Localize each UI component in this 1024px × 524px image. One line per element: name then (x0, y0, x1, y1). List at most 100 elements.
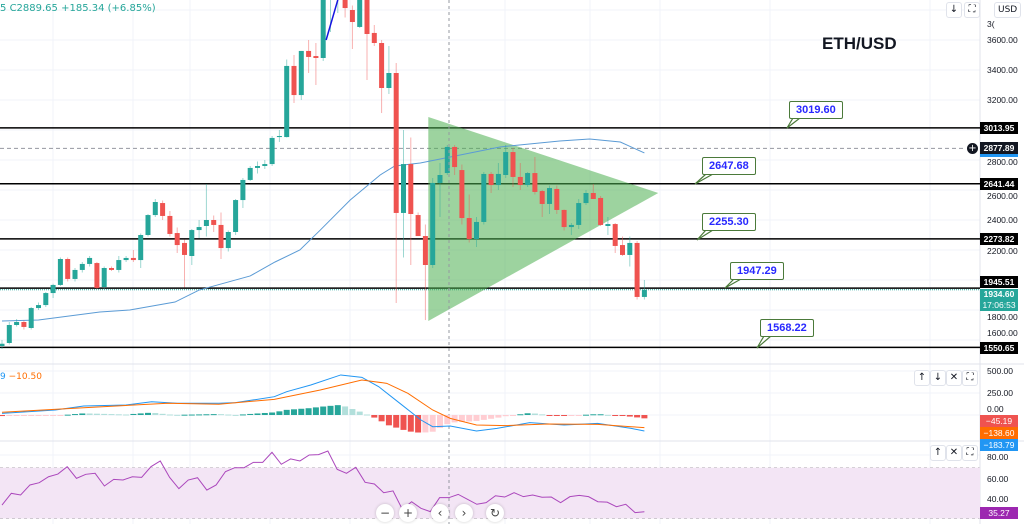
macd-histogram-bar (634, 415, 641, 418)
price-callout[interactable]: 2647.68 (702, 157, 756, 175)
zoom-in-button[interactable]: + (399, 504, 417, 522)
macd-histogram-bar (305, 408, 312, 415)
macd-tick: 500.00 (987, 366, 1013, 376)
macd-histogram-bar (524, 413, 531, 415)
fullscreen-button[interactable]: ⛶ (964, 2, 980, 18)
macd-histogram-bar (181, 414, 188, 416)
candle-body (50, 284, 56, 294)
macd-maximize-button[interactable]: ⛶ (962, 370, 978, 386)
candle-body (87, 257, 93, 264)
macd-histogram-bar (626, 415, 633, 417)
candle-body (65, 259, 71, 279)
macd-histogram-bar (342, 406, 349, 415)
candle-body (430, 182, 436, 265)
reset-chart-button[interactable]: ↻ (486, 504, 504, 522)
macd-histogram-bar (291, 409, 297, 415)
macd-histogram-bar (254, 413, 261, 415)
rsi-close-button[interactable]: ✕ (946, 445, 962, 461)
price-tick: 2200.00 (987, 246, 1018, 256)
macd-histogram-bar (495, 415, 502, 418)
candle-body (510, 152, 516, 177)
scroll-right-button[interactable]: › (455, 504, 473, 522)
candle-body (641, 289, 647, 297)
candle-body (364, 0, 370, 34)
callout-pointer (756, 335, 773, 349)
trend-line[interactable] (325, 0, 339, 41)
candle-body (276, 136, 282, 138)
signal-legend-value: −10.50 (8, 372, 42, 382)
macd-histogram-bar (356, 411, 363, 415)
zoom-out-button[interactable]: − (376, 504, 394, 522)
macd-close-button[interactable]: ✕ (946, 370, 962, 386)
macd-histogram-bar (57, 415, 64, 416)
price-tick: 2600.00 (987, 191, 1018, 201)
price-callout[interactable]: 3019.60 (789, 101, 843, 119)
candle-body (14, 322, 20, 325)
candle-body (561, 209, 567, 228)
candle-body (525, 173, 531, 186)
candle-body (152, 202, 158, 216)
macd-histogram-bar (137, 413, 144, 415)
currency-button[interactable]: USD (994, 2, 1022, 18)
price-callout[interactable]: 1947.29 (730, 262, 784, 280)
candle-body (196, 227, 202, 231)
macd-histogram-bar (0, 415, 5, 417)
macd-histogram-bar (458, 415, 465, 422)
candle-body (408, 164, 414, 214)
rsi-tick: 80.00 (987, 452, 1009, 462)
candle-body (101, 268, 107, 288)
price-tick: 1600.00 (987, 328, 1018, 338)
macd-histogram-bar (218, 414, 224, 416)
macd-histogram-bar (298, 408, 305, 415)
price-callout[interactable]: 2255.30 (702, 213, 756, 231)
scroll-left-button[interactable]: ‹ (431, 504, 449, 522)
candle-body (320, 0, 326, 58)
add-alert-icon[interactable]: + (966, 142, 979, 155)
macd-histogram-bar (619, 415, 626, 416)
legend-close: C2889.65 (9, 3, 58, 14)
macd-histogram-bar (575, 415, 582, 416)
price-tick: 2400.00 (987, 215, 1018, 225)
macd-histogram-bar (130, 413, 137, 415)
macd-histogram-bar (517, 414, 524, 416)
candle-body (109, 268, 114, 270)
candle-body (342, 0, 348, 9)
candle-body (495, 173, 501, 186)
macd-histogram-bar (108, 414, 115, 416)
candle-body (145, 215, 151, 235)
candle-body (43, 293, 49, 306)
candle-body (6, 325, 12, 343)
candle-body (28, 308, 34, 328)
macd-histogram-bar (6, 415, 13, 417)
macd-histogram-bar (364, 414, 370, 416)
scroll-down-button[interactable]: ↓ (946, 2, 962, 18)
candle-body (94, 263, 100, 288)
ma-value-label (980, 154, 1018, 157)
candle-body (568, 224, 574, 228)
macd-histogram-bar (451, 415, 458, 423)
macd-histogram-bar (196, 414, 203, 416)
macd-histogram-bar (371, 415, 378, 418)
candle-body (298, 50, 304, 96)
macd-histogram-bar (590, 414, 597, 416)
candle-body (539, 191, 545, 204)
candle-body (459, 170, 465, 219)
candle-body (605, 224, 611, 226)
macd-histogram-bar (239, 414, 246, 416)
macd-move-up-button[interactable]: ↑ (914, 370, 930, 386)
current-price: 1934.60 (983, 289, 1015, 299)
price-callout[interactable]: 1568.22 (760, 319, 814, 337)
macd-histogram-bar (115, 414, 122, 416)
macd-move-down-button[interactable]: ↓ (930, 370, 946, 386)
rsi-move-up-button[interactable]: ↑ (930, 445, 946, 461)
candle-body (203, 220, 209, 226)
triangle-pattern[interactable] (428, 116, 659, 321)
macd-histogram-bar (561, 415, 568, 416)
rsi-maximize-button[interactable]: ⛶ (962, 445, 978, 461)
macd-histogram-bar (583, 414, 589, 416)
price-label: 3013.95 (980, 121, 1018, 134)
macd-histogram-bar (553, 415, 560, 416)
macd-histogram-bar (123, 414, 130, 416)
macd-histogram (0, 405, 648, 433)
